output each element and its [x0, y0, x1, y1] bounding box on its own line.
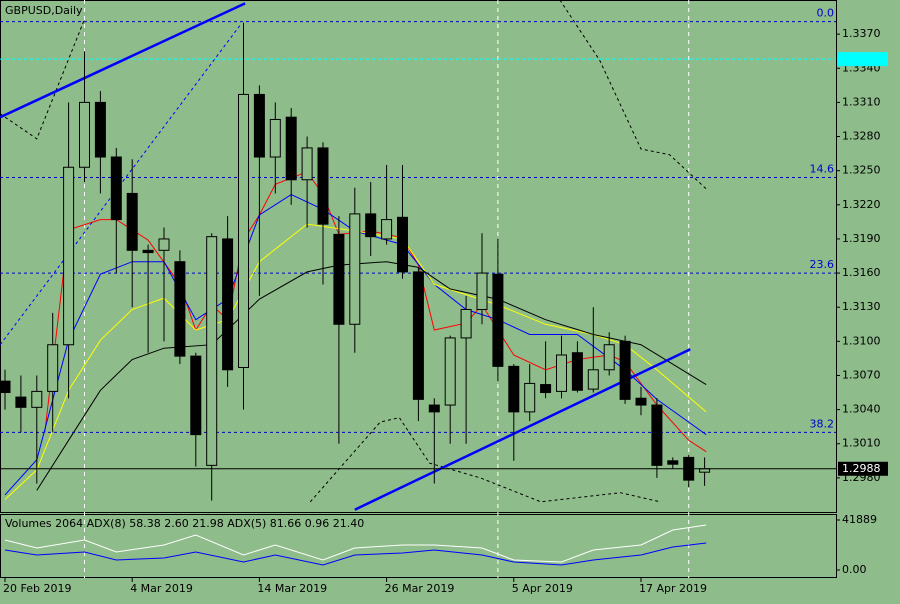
- sub-pane-border: [0, 514, 837, 578]
- candle-body: [15, 396, 27, 408]
- y-tick-label: 1.3160: [842, 266, 881, 279]
- candle-body: [365, 213, 377, 238]
- candle-body: [31, 390, 43, 408]
- x-tick-label: 26 Mar 2019: [385, 582, 455, 595]
- candle-body: [333, 233, 345, 325]
- y-tick-label: 1.3280: [842, 130, 881, 143]
- candle-body: [253, 93, 265, 158]
- candle-body: [317, 147, 329, 225]
- x-tick-label: 17 Apr 2019: [639, 582, 707, 595]
- y-tick-label: 1.3100: [842, 334, 881, 347]
- candle-body: [126, 192, 138, 251]
- candle-body: [47, 344, 59, 392]
- last-price-label: 1.2988: [842, 462, 881, 475]
- fib-label: 14.6: [810, 162, 835, 175]
- y-tick-label: 1.3370: [842, 27, 881, 40]
- candle-body: [460, 308, 472, 339]
- candle-body: [587, 369, 599, 390]
- x-tick-label: 5 Apr 2019: [512, 582, 573, 595]
- y-tick-label: 41889: [842, 513, 877, 526]
- x-tick-label: 4 Mar 2019: [130, 582, 193, 595]
- candle-body: [142, 249, 154, 254]
- indicator-title: Volumes 2064 ADX(8) 58.38 2.60 21.98 ADX…: [5, 517, 364, 530]
- x-tick-label: 14 Mar 2019: [257, 582, 327, 595]
- indicator-line: [559, 0, 707, 190]
- y-tick-label: 0.00: [842, 563, 867, 576]
- candle-body: [79, 101, 90, 168]
- fib-label: 38.2: [810, 417, 835, 430]
- candle-body: [110, 156, 122, 221]
- chart-title: GBPUSD,Daily: [5, 4, 83, 17]
- y-tick-label: 1.3070: [842, 368, 881, 381]
- x-tick-label: 20 Feb 2019: [3, 582, 71, 595]
- candle-body: [412, 271, 424, 400]
- candle-body: [222, 238, 234, 371]
- candle-body: [174, 261, 186, 357]
- last-price-box: [838, 461, 888, 476]
- candle-body: [397, 216, 408, 273]
- candle-body: [603, 344, 615, 371]
- candle-body: [571, 352, 583, 391]
- candle-body: [301, 147, 313, 181]
- candle-body: [190, 355, 202, 436]
- y-tick-label: 1.3190: [842, 232, 881, 245]
- ask-marker: [838, 52, 888, 67]
- candle-body: [206, 236, 218, 466]
- candle-body: [492, 273, 504, 367]
- candle-body: [0, 380, 11, 394]
- indicator-line: [0, 2, 246, 119]
- fib-label: 0.0: [817, 7, 835, 20]
- candle-body: [63, 166, 75, 346]
- candle-body: [635, 397, 647, 406]
- indicator-line: [0, 19, 85, 140]
- candle-body: [651, 404, 663, 466]
- candle-body: [381, 219, 393, 240]
- indicator-line: [354, 348, 691, 511]
- candle-body: [285, 116, 297, 181]
- y-tick-label: 1.3130: [842, 300, 881, 313]
- y-tick-label: 1.3310: [842, 95, 881, 108]
- candle-body: [238, 93, 249, 369]
- candle-body: [524, 382, 536, 413]
- candle-body: [508, 365, 520, 413]
- main-pane-border: [0, 0, 837, 513]
- candle-body: [619, 340, 631, 400]
- candle-body: [94, 101, 106, 158]
- y-tick-label: 1.3250: [842, 164, 881, 177]
- candle-body: [269, 118, 281, 158]
- candle-body: [349, 213, 361, 325]
- candle-body: [540, 384, 552, 394]
- indicator-line: [309, 417, 661, 503]
- candle-body: [556, 354, 567, 392]
- y-tick-label: 1.3220: [842, 198, 881, 211]
- candle-body: [699, 468, 711, 473]
- y-tick-label: 1.3010: [842, 437, 881, 450]
- y-tick-label: 1.3040: [842, 403, 881, 416]
- candle-body: [667, 460, 679, 465]
- candle-body: [444, 337, 456, 406]
- indicator-line: [4, 542, 707, 566]
- indicator-line: [4, 524, 707, 563]
- candle-body: [476, 272, 488, 310]
- fib-label: 23.6: [810, 258, 835, 271]
- candle-body: [428, 404, 440, 413]
- candle-body: [158, 238, 170, 251]
